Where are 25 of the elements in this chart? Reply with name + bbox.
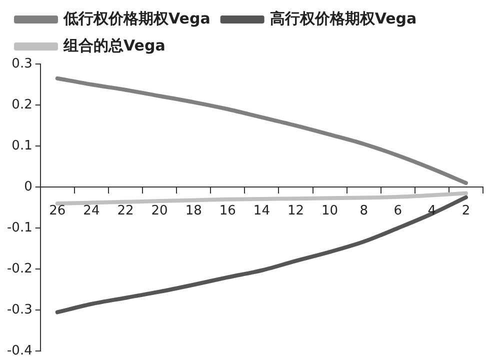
- x-tick-label: 18: [185, 203, 202, 218]
- x-tick-label: 2: [462, 203, 470, 218]
- x-tick-label: 12: [287, 203, 304, 218]
- legend-label: 低行权价格期权Vega: [62, 9, 210, 28]
- y-tick-label: 0.1: [12, 138, 32, 154]
- x-tick-label: 26: [49, 203, 66, 218]
- x-tick-label: 10: [322, 203, 338, 218]
- legend-label: 高行权价格期权Vega: [270, 9, 417, 28]
- x-tick-label: 24: [83, 203, 100, 218]
- x-tick-label: 20: [151, 203, 168, 218]
- x-tick-label: 16: [219, 203, 236, 218]
- y-tick-label: 0.3: [12, 56, 32, 72]
- line-series: [55, 191, 468, 206]
- x-tick-label: 22: [117, 203, 134, 218]
- x-tick-label: 8: [360, 203, 368, 218]
- y-tick-label: -0.1: [6, 220, 32, 236]
- y-tick-label: 0: [24, 179, 32, 194]
- legend-label: 组合的总Vega: [62, 36, 166, 54]
- line-series: [55, 76, 468, 185]
- y-tick-label: -0.2: [6, 262, 32, 277]
- x-tick-label: 6: [394, 203, 402, 218]
- y-tick-label: 0.2: [12, 97, 32, 112]
- y-tick-label: -0.4: [6, 344, 32, 359]
- x-tick-label: 14: [253, 203, 270, 218]
- y-tick-label: -0.3: [6, 302, 32, 318]
